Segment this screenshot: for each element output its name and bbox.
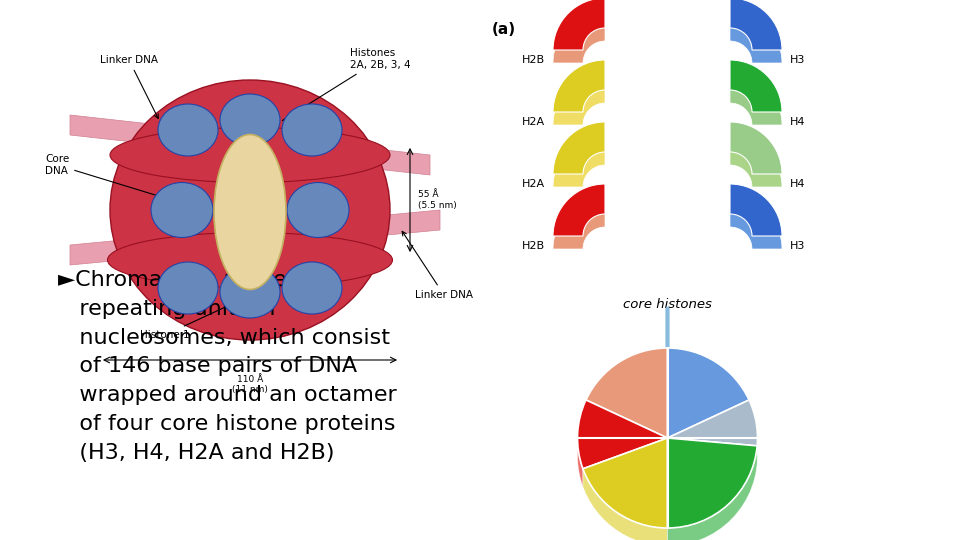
Polygon shape <box>730 73 782 125</box>
Text: H2A: H2A <box>522 117 545 127</box>
Polygon shape <box>730 197 782 249</box>
Text: H2B: H2B <box>522 55 545 65</box>
Ellipse shape <box>110 127 390 183</box>
Wedge shape <box>578 400 667 469</box>
Polygon shape <box>578 400 586 487</box>
Ellipse shape <box>214 134 286 289</box>
Wedge shape <box>730 122 782 174</box>
Wedge shape <box>667 438 757 528</box>
Polygon shape <box>667 446 757 540</box>
Text: Linker DNA: Linker DNA <box>100 55 158 118</box>
Text: ►Chromatin is made of
   repeating units of
   nucleosomes, which consist
   of : ►Chromatin is made of repeating units of… <box>58 270 396 463</box>
Text: H4: H4 <box>790 117 805 127</box>
Wedge shape <box>730 184 782 236</box>
Polygon shape <box>553 135 605 187</box>
Ellipse shape <box>158 104 218 156</box>
Polygon shape <box>730 11 782 63</box>
Polygon shape <box>553 11 605 63</box>
Wedge shape <box>667 400 757 446</box>
Ellipse shape <box>108 233 393 287</box>
Wedge shape <box>553 60 605 112</box>
Ellipse shape <box>282 262 342 314</box>
Polygon shape <box>583 469 667 540</box>
Text: H3: H3 <box>790 55 805 65</box>
Text: H2A: H2A <box>522 179 545 189</box>
Ellipse shape <box>151 183 213 238</box>
Ellipse shape <box>220 266 280 318</box>
Wedge shape <box>586 348 667 438</box>
Wedge shape <box>553 0 605 50</box>
Wedge shape <box>553 122 605 174</box>
Text: H3: H3 <box>790 241 805 251</box>
Text: (a): (a) <box>492 22 516 37</box>
Ellipse shape <box>282 104 342 156</box>
Polygon shape <box>70 210 440 265</box>
Polygon shape <box>553 73 605 125</box>
Text: core histones: core histones <box>623 298 712 311</box>
Polygon shape <box>70 115 430 175</box>
Ellipse shape <box>110 80 390 340</box>
Polygon shape <box>730 135 782 187</box>
Wedge shape <box>583 438 667 528</box>
Polygon shape <box>749 400 757 464</box>
Text: 55 Å
(5.5 nm): 55 Å (5.5 nm) <box>418 190 457 210</box>
Text: H2B: H2B <box>522 241 545 251</box>
Polygon shape <box>553 197 605 249</box>
Wedge shape <box>730 60 782 112</box>
Ellipse shape <box>287 183 349 238</box>
Text: Histones
2A, 2B, 3, 4: Histones 2A, 2B, 3, 4 <box>282 49 411 120</box>
Wedge shape <box>667 348 749 438</box>
Text: Core
DNA: Core DNA <box>45 154 161 198</box>
Ellipse shape <box>158 262 218 314</box>
Text: 110 Å
(11 nm): 110 Å (11 nm) <box>232 375 268 394</box>
Text: H4: H4 <box>790 179 805 189</box>
Text: Linker DNA: Linker DNA <box>402 231 473 300</box>
Wedge shape <box>730 0 782 50</box>
Text: Histone 1: Histone 1 <box>140 299 243 340</box>
Wedge shape <box>553 184 605 236</box>
Ellipse shape <box>220 94 280 146</box>
